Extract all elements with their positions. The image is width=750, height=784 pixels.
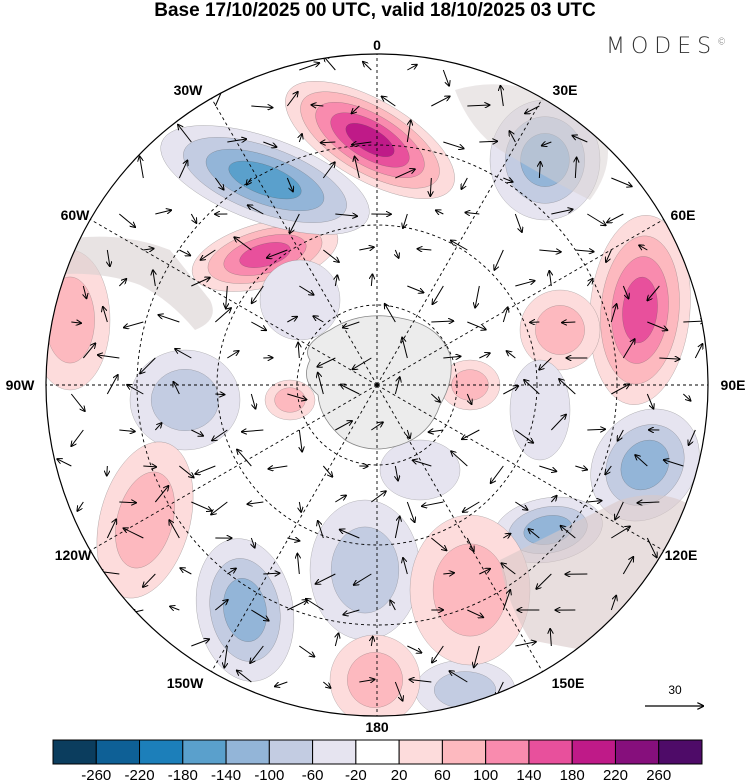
colorbar-swatch — [226, 740, 269, 764]
colorbar-label: 100 — [473, 767, 498, 784]
colorbar-label: 60 — [434, 767, 451, 784]
colorbar-swatch — [140, 740, 183, 764]
lon-label-180: 180 — [365, 719, 388, 735]
colorbar-label: -260 — [81, 767, 111, 784]
colorbar-swatch — [442, 740, 485, 764]
anomaly-contour — [331, 527, 399, 613]
colorbar-label: -220 — [125, 767, 155, 784]
colorbar-swatch — [572, 740, 615, 764]
lon-label-60w: 60W — [61, 207, 90, 223]
colorbar-swatch — [269, 740, 312, 764]
colorbar-swatch — [529, 740, 572, 764]
colorbar-label: 260 — [646, 767, 671, 784]
colorbar-swatch — [356, 740, 399, 764]
wind-arrow — [107, 466, 108, 475]
anomaly-contour — [434, 672, 496, 709]
lon-label-90w: 90W — [6, 377, 35, 393]
lon-label-150e: 150E — [552, 675, 585, 691]
lon-label-0: 0 — [373, 37, 381, 53]
lon-label-30w: 30W — [174, 82, 203, 98]
anomaly-contour — [535, 305, 584, 354]
colorbar-swatch — [313, 740, 356, 764]
lon-label-60e: 60E — [671, 207, 696, 223]
lon-label-120w: 120W — [55, 547, 92, 563]
colorbar-swatch — [615, 740, 658, 764]
anomaly-contour — [380, 440, 460, 500]
anomaly-contour — [347, 652, 402, 707]
colorbar-swatch — [399, 740, 442, 764]
colorbar-label: -100 — [254, 767, 284, 784]
wind-arrow — [479, 141, 497, 142]
wind-arrow — [119, 502, 136, 503]
colorbar-swatch — [486, 740, 529, 764]
colorbar-label: 20 — [391, 767, 408, 784]
colorbar-label: -140 — [211, 767, 241, 784]
anomaly-contour — [275, 388, 306, 413]
colorbar — [53, 740, 702, 764]
colorbar-label: 140 — [516, 767, 541, 784]
colorbar-label: 180 — [560, 767, 585, 784]
wind-arrow — [562, 322, 575, 323]
lon-label-120e: 120E — [665, 547, 698, 563]
colorbar-label: -180 — [168, 767, 198, 784]
lon-label-30e: 30E — [553, 82, 578, 98]
anomaly-contour — [151, 369, 219, 431]
colorbar-swatch — [53, 740, 96, 764]
lon-label-90e: 90E — [721, 377, 746, 393]
vector-scale-label: 30 — [668, 683, 681, 697]
colorbar-swatch — [183, 740, 226, 764]
wind-arrow — [321, 142, 336, 143]
colorbar-label: -60 — [302, 767, 324, 784]
anomaly-contour — [510, 360, 570, 460]
colorbar-swatch — [96, 740, 139, 764]
lon-label-150w: 150W — [167, 675, 204, 691]
wind-arrow — [215, 394, 224, 395]
colorbar-label: -20 — [345, 767, 367, 784]
colorbar-swatch — [659, 740, 702, 764]
colorbar-label: 220 — [603, 767, 628, 784]
